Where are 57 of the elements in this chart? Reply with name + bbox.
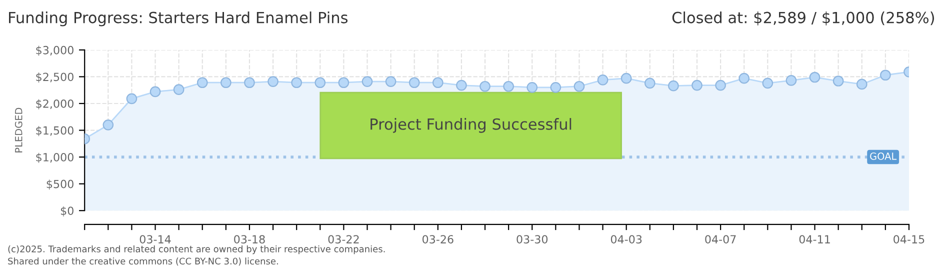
point (574, 80, 585, 92)
point (762, 78, 774, 89)
point (880, 70, 891, 81)
point (268, 76, 278, 87)
point (150, 86, 161, 98)
y-tick-label: $3,000 (36, 46, 74, 56)
point (832, 76, 844, 86)
point (220, 77, 232, 88)
point (526, 82, 538, 93)
y-tick-label: $1,500 (36, 126, 74, 136)
point (362, 76, 373, 87)
point (408, 77, 420, 88)
x-tick-label: 03-30 (516, 235, 548, 244)
point (196, 77, 208, 88)
ref-line-label: GOAL (870, 152, 897, 160)
point (456, 80, 467, 91)
point (102, 120, 114, 130)
text: Shared under the creative commons (CC BY-NC 3.0) license. (8, 258, 278, 266)
x-tick-label: 04-11 (799, 235, 830, 244)
point (738, 72, 750, 84)
point (173, 84, 184, 95)
y-tick-label: $2,500 (36, 72, 74, 83)
point (126, 93, 138, 104)
point (620, 72, 632, 84)
point (809, 72, 820, 83)
y-tick-label: $2,000 (36, 99, 74, 110)
annotation: Project Funding Successful (370, 118, 572, 133)
point (715, 80, 726, 91)
y-axis-title: PLEDGED (14, 108, 22, 152)
point (291, 77, 302, 88)
text: (c)2025. Trademarks and related content are owned by their respective companies. (8, 245, 385, 254)
y-tick-label: $0 (60, 206, 74, 216)
x-tick-label: 03-22 (328, 235, 359, 244)
point (503, 80, 514, 92)
point (480, 80, 490, 92)
point (856, 78, 868, 90)
point (597, 74, 608, 86)
point (338, 77, 350, 88)
point (550, 82, 562, 93)
chart-title: Funding Progress: Starters Hard Enamel Pins (9, 12, 348, 26)
y-tick-label: $500 (46, 180, 74, 190)
x-tick-label: 04-15 (894, 235, 924, 244)
x-tick-label: 03-14 (140, 235, 171, 244)
x-tick-label: 04-03 (610, 235, 642, 244)
point (692, 80, 702, 91)
point (432, 77, 444, 88)
point (314, 77, 326, 88)
y-tick-label: $1,000 (36, 152, 74, 163)
x-tick-label: 03-26 (422, 235, 454, 244)
point (244, 77, 255, 88)
point (644, 78, 656, 89)
point (668, 80, 679, 92)
x-tick-label: 03-18 (234, 235, 265, 244)
point (385, 76, 396, 87)
x-tick-label: 04-07 (705, 235, 736, 244)
chart-subtitle: Closed at: $2,589 / $1,000 (258%) (672, 12, 934, 26)
point (786, 75, 797, 86)
